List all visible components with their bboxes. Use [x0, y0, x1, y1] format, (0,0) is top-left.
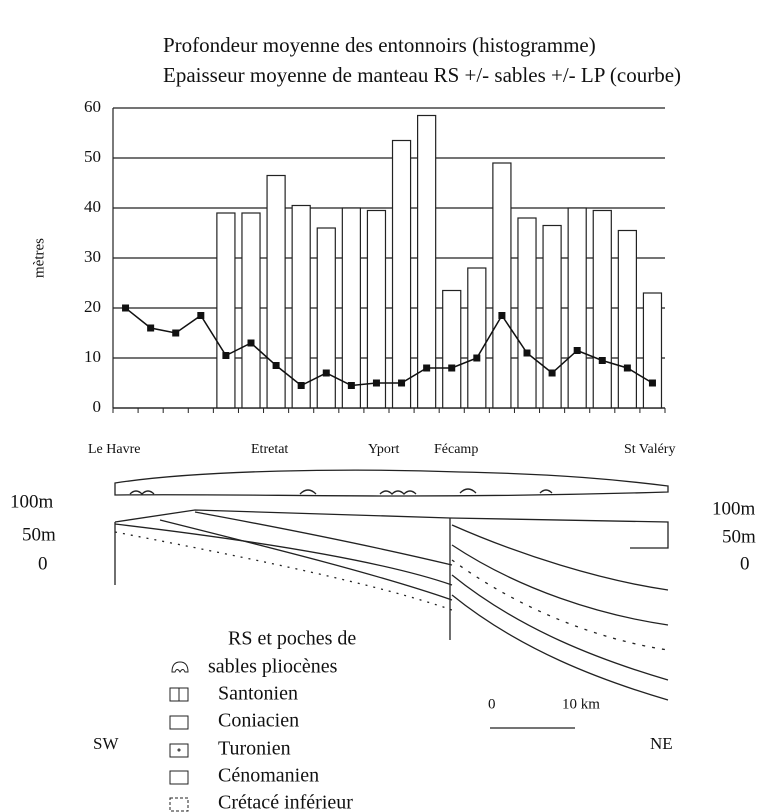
bar	[492, 162, 512, 409]
bar	[542, 224, 562, 409]
point	[322, 369, 330, 377]
bar	[567, 207, 587, 409]
point	[573, 347, 581, 354]
bar	[592, 209, 612, 409]
direction-label: SW	[93, 734, 119, 753]
point	[523, 349, 531, 357]
depth-label: 0	[740, 553, 750, 574]
bar	[341, 207, 361, 409]
place-label: Fécamp	[434, 442, 478, 457]
legend-label: Crétacé inférieur	[218, 792, 353, 812]
bar	[642, 292, 663, 409]
bar	[366, 209, 387, 409]
depth-label: 100m	[712, 498, 756, 519]
depth-label: 0	[38, 553, 48, 574]
y-tick-label: 30	[84, 247, 101, 266]
point	[448, 364, 456, 372]
point	[598, 357, 606, 364]
place-label: Etretat	[251, 442, 288, 457]
scale-label: 10 km	[562, 696, 600, 712]
bar	[417, 114, 437, 409]
point	[222, 352, 230, 359]
cross-section	[114, 469, 669, 701]
bar	[467, 267, 487, 409]
legend-label: RS et poches de	[228, 628, 356, 650]
depth-label: 100m	[10, 491, 54, 512]
direction-label: NE	[650, 734, 673, 753]
legend-label: sables pliocènes	[208, 656, 338, 678]
point	[347, 382, 355, 389]
y-tick-label: 60	[84, 97, 101, 116]
legend-label: Turonien	[218, 738, 291, 760]
bar	[291, 204, 311, 409]
point	[247, 339, 255, 347]
bar	[216, 212, 236, 409]
chart-subtitle: Epaisseur moyenne de manteau RS +/- sabl…	[163, 63, 681, 87]
y-tick-label: 40	[84, 197, 101, 216]
legend	[169, 661, 189, 812]
legend-label: Coniacien	[218, 710, 299, 732]
point	[623, 364, 631, 372]
point	[297, 382, 305, 389]
point	[147, 324, 155, 332]
bar	[391, 139, 412, 409]
bar	[517, 217, 537, 409]
line	[125, 307, 653, 387]
depth-label: 50m	[22, 524, 56, 545]
bar	[617, 229, 637, 409]
legend-label: Cénomanien	[218, 765, 319, 787]
depth-label: 50m	[722, 526, 756, 547]
bar	[266, 174, 286, 409]
point	[548, 369, 556, 377]
point	[473, 354, 481, 362]
y-axis-label: mètres	[31, 238, 47, 278]
point	[197, 312, 205, 319]
point	[172, 329, 180, 337]
legend-label: Santonien	[218, 683, 298, 705]
point	[498, 312, 506, 319]
point	[398, 379, 406, 387]
bar	[241, 212, 261, 409]
y-tick-label: 10	[84, 347, 101, 366]
point	[272, 362, 280, 369]
place-label: St Valéry	[624, 442, 675, 457]
point	[372, 379, 380, 387]
bar	[316, 227, 336, 409]
bar	[442, 289, 462, 409]
place-label: Yport	[368, 442, 399, 457]
scale-label: 0	[488, 696, 496, 712]
y-tick-label: 0	[93, 397, 102, 416]
y-tick-label: 20	[84, 297, 101, 316]
place-label: Le Havre	[88, 442, 140, 457]
point	[423, 364, 431, 372]
y-tick-label: 50	[84, 147, 101, 166]
chart-title: Profondeur moyenne des entonnoirs (histo…	[163, 33, 596, 57]
point	[122, 304, 130, 312]
point	[648, 379, 656, 387]
